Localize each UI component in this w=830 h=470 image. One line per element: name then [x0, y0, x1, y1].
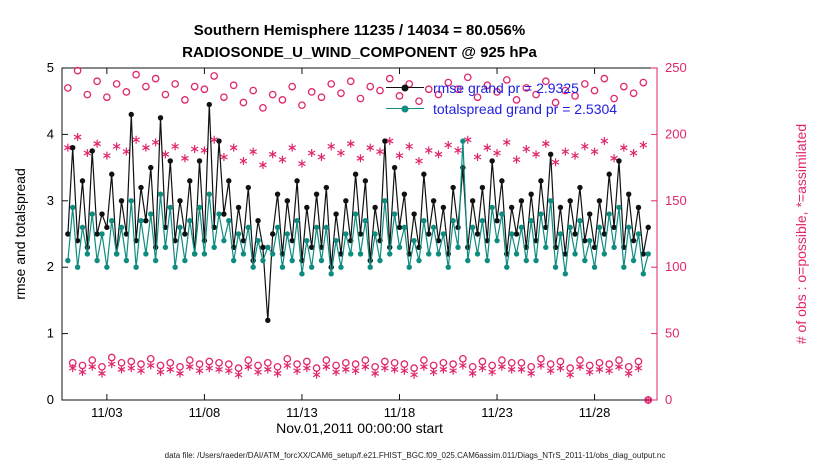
legend-label-totalspread: totalspread grand pr = 2.5304 [433, 100, 618, 117]
rmse-line-swatch [386, 87, 424, 88]
svg-text:11/28: 11/28 [579, 405, 611, 420]
data-file-caption: data file: /Users/raeder/DAI/ATM_forcXX/… [164, 451, 666, 460]
legend: rmse grand pr = 2.9325 totalspread grand… [386, 77, 617, 119]
totalspread-line-swatch [386, 108, 424, 109]
y-axis-label-right: # of obs : o=possible, *=assimilated [793, 123, 809, 345]
svg-text:3: 3 [47, 193, 54, 208]
svg-text:100: 100 [665, 259, 687, 274]
y-axis-label-left: rmse and totalspread [12, 168, 28, 300]
svg-text:0: 0 [665, 392, 672, 407]
svg-text:11/13: 11/13 [286, 405, 318, 420]
svg-text:50: 50 [665, 326, 679, 341]
chart-subtitle: RADIOSONDE_U_WIND_COMPONENT @ 925 hPa [182, 44, 537, 61]
svg-text:150: 150 [665, 193, 687, 208]
title-block: Southern Hemisphere 11235 / 14034 = 80.0… [62, 20, 657, 64]
legend-label-rmse: rmse grand pr = 2.9325 [433, 79, 579, 96]
chart-title: Southern Hemisphere 11235 / 14034 = 80.0… [193, 22, 526, 39]
svg-text:5: 5 [47, 60, 54, 75]
legend-row-rmse: rmse grand pr = 2.9325 [386, 77, 617, 98]
svg-text:4: 4 [47, 126, 54, 141]
x-axis-label: Nov.01,2011 00:00:00 start [276, 420, 443, 436]
legend-row-totalspread: totalspread grand pr = 2.5304 [386, 98, 617, 119]
svg-text:2: 2 [47, 259, 54, 274]
svg-text:11/03: 11/03 [91, 405, 123, 420]
svg-text:0: 0 [47, 392, 54, 407]
svg-text:200: 200 [665, 126, 687, 141]
svg-text:11/18: 11/18 [384, 405, 416, 420]
svg-text:250: 250 [665, 60, 687, 75]
svg-text:11/23: 11/23 [481, 405, 513, 420]
svg-text:1: 1 [47, 326, 54, 341]
svg-text:11/08: 11/08 [189, 405, 221, 420]
